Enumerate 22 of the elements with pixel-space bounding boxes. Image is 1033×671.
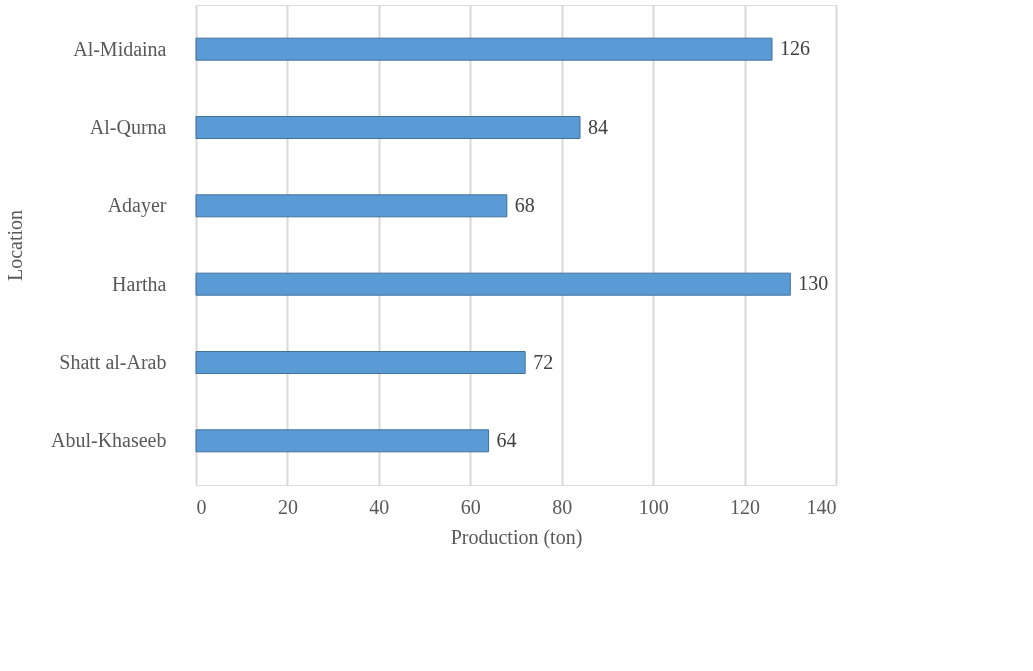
y-tick-label: Abul-Khaseeb <box>50 429 167 452</box>
x-tick-label: 120 <box>730 495 761 518</box>
x-tick-label: 140 <box>806 495 837 518</box>
data-label: 130 <box>798 272 829 295</box>
data-label: 64 <box>496 428 517 451</box>
x-tick-label: 0 <box>196 495 207 518</box>
y-tick-label: Shatt al-Arab <box>59 351 167 373</box>
data-label: 84 <box>588 115 608 138</box>
x-tick-label: 100 <box>638 495 669 518</box>
x-axis-title: Production (ton) <box>450 525 583 549</box>
y-tick-label: Al-Midaina <box>73 37 167 60</box>
y-tick-label: Hartha <box>112 272 167 295</box>
x-tick-label: 80 <box>552 495 573 518</box>
y-axis-title: Location <box>3 209 26 282</box>
x-tick-label: 20 <box>277 495 298 518</box>
data-label: 72 <box>533 350 554 373</box>
y-tick-label: Al-Qurna <box>89 116 167 138</box>
y-tick-label: Adayer <box>107 194 167 218</box>
data-label: 126 <box>780 37 810 60</box>
x-tick-label: 60 <box>460 495 481 518</box>
data-label: 68 <box>514 193 535 216</box>
x-tick-label: 40 <box>369 495 390 518</box>
